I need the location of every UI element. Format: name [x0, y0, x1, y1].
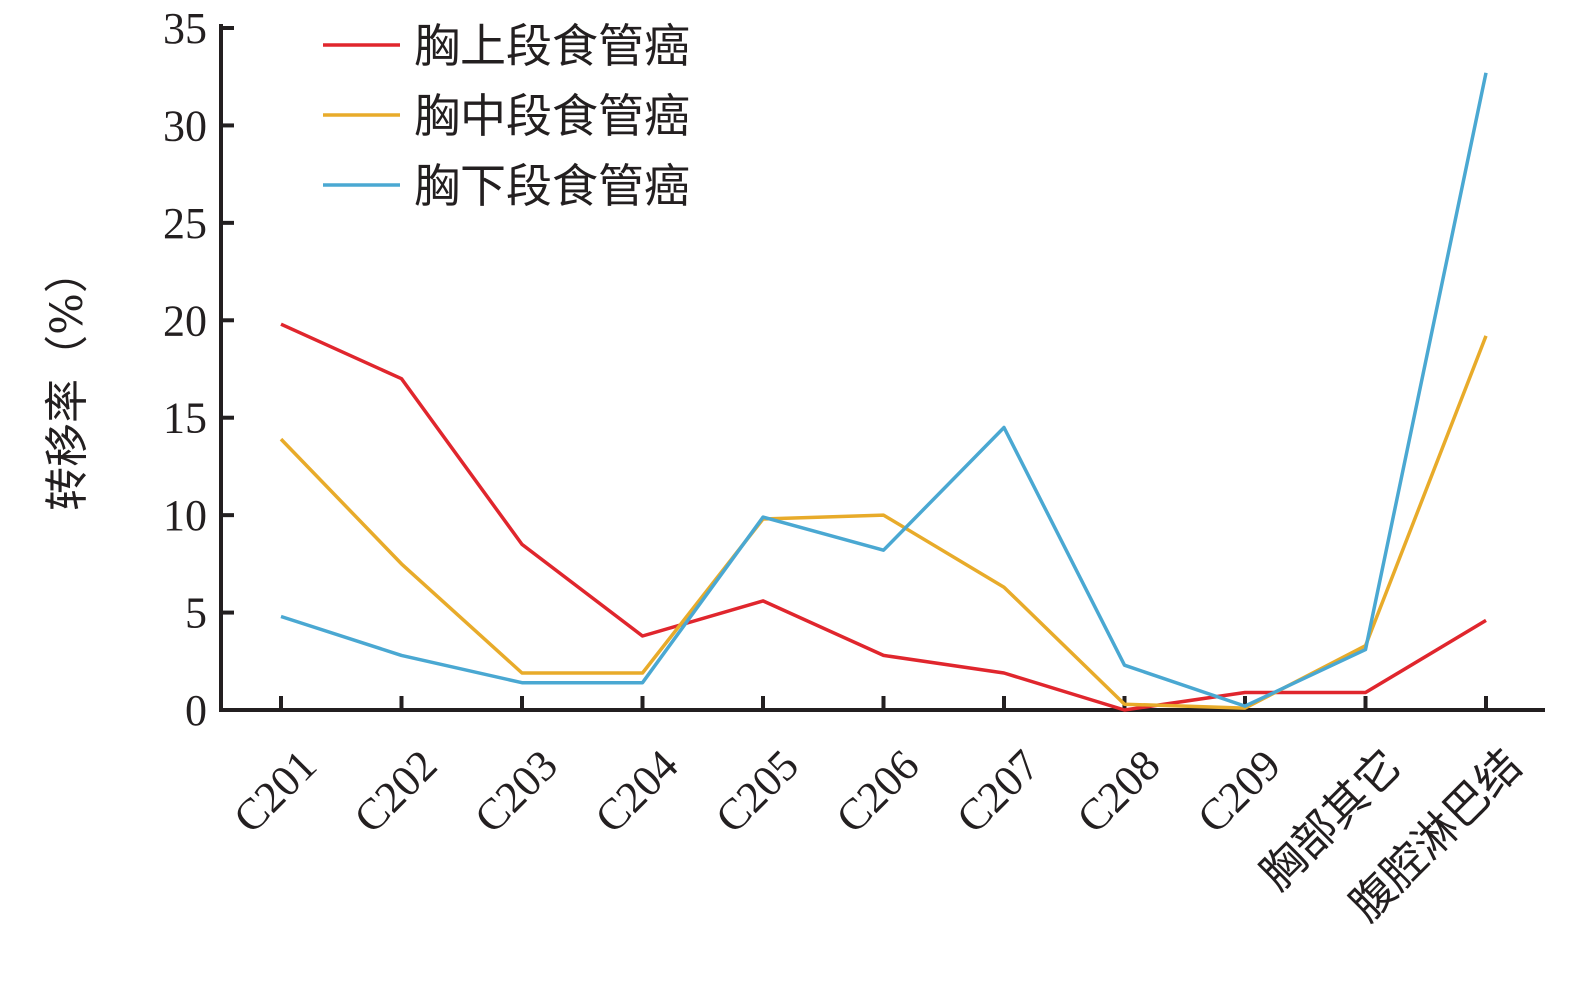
- x-tick-label-text: C202: [344, 740, 446, 842]
- y-tick-label: 30: [163, 101, 207, 150]
- legend-label: 胸下段食管癌: [414, 159, 690, 213]
- y-axis: 0 5 10 15 20 25 30 35: [163, 4, 234, 735]
- y-tick-label: 25: [163, 199, 207, 248]
- y-tick-label: 5: [185, 589, 207, 638]
- x-tick-label: C201: [224, 740, 326, 842]
- x-tick-label: C205: [706, 740, 808, 842]
- y-axis-title: 转移率（%）: [42, 249, 93, 511]
- y-tick-label: 10: [163, 491, 207, 540]
- x-tick-label-text: C201: [224, 740, 326, 842]
- x-tick-label: C202: [344, 740, 446, 842]
- x-tick-label: C207: [947, 740, 1049, 842]
- legend-label: 胸上段食管癌: [414, 19, 690, 73]
- x-axis: C201 C202 C203 C204 C205 C206 C207 C208 C209胸部其它…: [219, 696, 1545, 931]
- x-tick-label-text: C204: [585, 740, 687, 842]
- series-lines: [279, 72, 1488, 712]
- x-tick-label: C206: [826, 740, 928, 842]
- y-tick-label: 35: [163, 4, 207, 53]
- y-tick-label: 20: [163, 296, 207, 345]
- x-tick-label: C209: [1188, 740, 1290, 842]
- x-tick-label: C203: [465, 740, 567, 842]
- y-tick-label: 15: [163, 394, 207, 443]
- series-line-3: [280, 72, 1488, 708]
- x-tick-label: C208: [1067, 740, 1169, 842]
- y-tick-label: 0: [185, 686, 207, 735]
- series-line-2: [279, 335, 1488, 710]
- x-tick-label-text: C205: [706, 740, 808, 842]
- legend-label: 胸中段食管癌: [414, 89, 690, 143]
- x-tick-label-text: C203: [465, 740, 567, 842]
- x-tick-label-text: C207: [947, 740, 1049, 842]
- x-tick-label-text: C206: [826, 740, 928, 842]
- x-tick-label-text: C208: [1067, 740, 1169, 842]
- series-line-1: [280, 322, 1487, 712]
- x-tick-label-text: C209: [1188, 740, 1290, 842]
- x-tick-label: C204: [585, 740, 687, 842]
